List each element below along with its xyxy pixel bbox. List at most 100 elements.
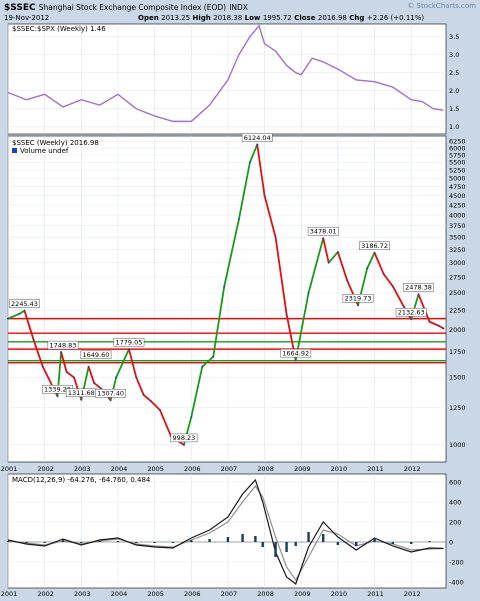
- price-point: [249, 161, 251, 164]
- price-point: [417, 293, 420, 296]
- price-annotation: 1748.83: [47, 340, 79, 350]
- x-tick-label: 2011: [367, 590, 384, 598]
- price-segment: [60, 351, 68, 373]
- price-segment: [327, 251, 339, 264]
- y-tick-label: 1.5: [449, 105, 459, 113]
- annotation-box: [395, 307, 427, 317]
- price-segment: [238, 161, 251, 221]
- annotation-box: [113, 337, 145, 347]
- price-point: [256, 143, 259, 146]
- y-tick-label: 1000: [449, 441, 466, 449]
- macd-histogram-bar: [285, 542, 288, 552]
- price-segment: [201, 355, 215, 368]
- price-annotation: 2132.63: [395, 307, 427, 317]
- price-segment: [7, 313, 20, 320]
- watermark: © StockCharts.com: [407, 2, 476, 10]
- price-point: [7, 317, 9, 320]
- y-tick-label: 6250: [449, 138, 466, 146]
- volume-legend: Volume undef: [20, 147, 69, 155]
- x-tick-label: 2008: [257, 465, 274, 473]
- x-tick-label: 2008: [257, 590, 274, 598]
- x-tick-label: 2006: [184, 465, 201, 473]
- price-annotation: 3186.72: [359, 241, 390, 251]
- annotation-box: [241, 133, 273, 142]
- annotation-box: [80, 350, 112, 360]
- price-panel: [7, 135, 447, 463]
- price-point: [357, 304, 359, 307]
- macd-line: [7, 478, 444, 585]
- y-tick-label: 1250: [449, 404, 466, 412]
- y-tick-label: 4750: [449, 183, 466, 191]
- x-tick-label: 2009: [294, 465, 311, 473]
- price-point: [410, 318, 413, 321]
- y-tick-label: 3250: [449, 246, 466, 254]
- macd-histogram-bar: [190, 540, 193, 542]
- x-tick-label: 2006: [184, 590, 201, 598]
- x-tick-label: 2004: [111, 590, 128, 598]
- y-tick-label: 4000: [449, 211, 466, 219]
- price-point: [327, 261, 330, 264]
- macd-histogram-bar: [261, 542, 264, 547]
- price-point: [32, 339, 35, 341]
- price-point: [80, 398, 83, 401]
- price-segment: [190, 365, 204, 419]
- annotation-label: 3478.01: [310, 227, 337, 235]
- y-tick-label: 1500: [449, 374, 466, 382]
- price-annotation: 2319.73: [342, 294, 374, 303]
- chart-date: 19-Nov-2012: [4, 14, 49, 22]
- y-tick-label: 2.5: [449, 69, 459, 77]
- price-point: [135, 376, 138, 379]
- price-annotation: 1649.60: [80, 350, 112, 360]
- macd-histogram-bar: [428, 541, 431, 542]
- macd-histogram-bar: [116, 541, 120, 542]
- price-point: [109, 399, 112, 402]
- price-segment: [65, 371, 75, 379]
- y-tick-label: 2.0: [449, 87, 459, 95]
- macd-histogram-bar: [171, 542, 175, 543]
- x-tick-label: 2001: [1, 590, 18, 598]
- price-segment: [391, 285, 405, 308]
- price-segment: [128, 348, 138, 379]
- macd-histogram-bar: [307, 532, 310, 542]
- macd-histogram-bar: [409, 542, 413, 544]
- macd-histogram-bar: [98, 541, 101, 542]
- price-segment: [23, 309, 35, 341]
- ohlc-summary: Open 2013.25 High 2018.38 Low 1995.72 Cl…: [138, 14, 424, 22]
- y-tick-label: 3750: [449, 222, 466, 230]
- x-tick-label: 2003: [74, 590, 91, 598]
- price-annotation: 998.23: [170, 433, 198, 443]
- macd-legend: MACD(12,26,9) -64.276, -64.760, 0.484: [12, 476, 151, 484]
- macd-histogram-bar: [135, 542, 138, 543]
- y-tick-label: 3500: [449, 233, 466, 241]
- y-tick-label: 4250: [449, 201, 466, 209]
- price-point: [307, 291, 310, 294]
- annotation-label: 1311.68: [68, 389, 95, 397]
- macd-histogram-bar: [355, 542, 358, 546]
- x-tick-label: 2003: [74, 465, 91, 473]
- price-segment: [366, 251, 376, 270]
- y-tick-label: 5250: [449, 166, 466, 174]
- x-tick-label: 2005: [147, 590, 164, 598]
- x-tick-label: 2009: [294, 590, 311, 598]
- y-tick-label: 5750: [449, 151, 466, 159]
- price-annotation: 1779.05: [113, 337, 145, 347]
- y-tick-label: 2750: [449, 273, 466, 281]
- x-tick-label: 2001: [1, 465, 18, 473]
- price-point: [373, 251, 376, 254]
- price-annotation: 3478.01: [307, 226, 339, 236]
- price-segment: [382, 273, 394, 288]
- price-annotation: 2478.38: [403, 283, 434, 292]
- x-tick-label: 2010: [331, 465, 348, 473]
- y-tick-label: 3.0: [449, 51, 459, 59]
- price-point: [128, 348, 130, 351]
- y-tick-label: 0: [449, 538, 453, 546]
- macd-histogram-bar: [373, 539, 376, 542]
- ratio-panel: [7, 23, 447, 135]
- y-tick-label: 5500: [449, 159, 466, 167]
- ratio-legend: $SSEC:$SPX (Weekly) 1.46: [12, 25, 106, 33]
- y-tick-label: 5000: [449, 174, 466, 182]
- price-segment: [373, 251, 385, 276]
- macd-histogram-bar: [274, 542, 277, 557]
- price-point: [263, 194, 266, 197]
- price-point: [93, 382, 96, 384]
